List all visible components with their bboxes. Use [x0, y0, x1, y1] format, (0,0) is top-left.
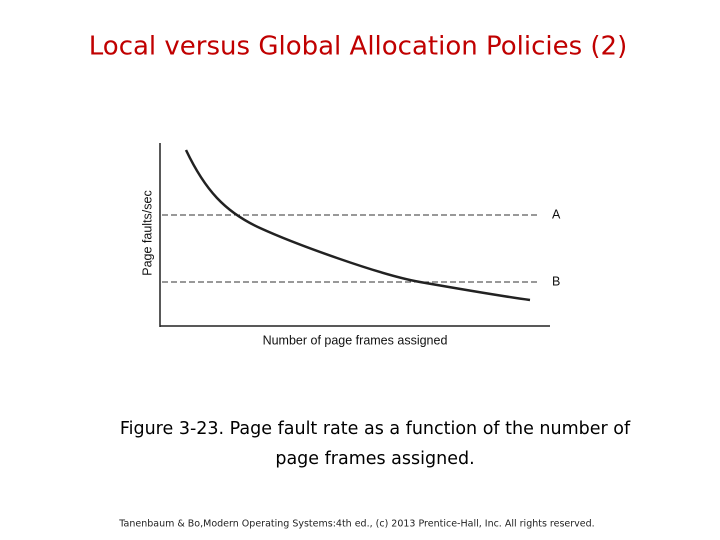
y-axis-label: Page faults/sec [140, 190, 154, 275]
caption-line: Figure 3-23. Page fault rate as a functi… [120, 419, 631, 439]
caption-line: page frames assigned. [275, 449, 474, 469]
slide-title: Local versus Global Allocation Policies … [89, 32, 627, 62]
footer: Tanenbaum & Bo,Modern Operating Systems:… [118, 519, 594, 530]
line-label-a: A [552, 207, 561, 221]
fault-curve [184, 149, 531, 302]
x-axis-label: Number of page frames assigned [263, 333, 448, 347]
figure: A B Page faults/sec Number of page frame… [140, 143, 561, 347]
line-label-b: B [552, 274, 560, 288]
